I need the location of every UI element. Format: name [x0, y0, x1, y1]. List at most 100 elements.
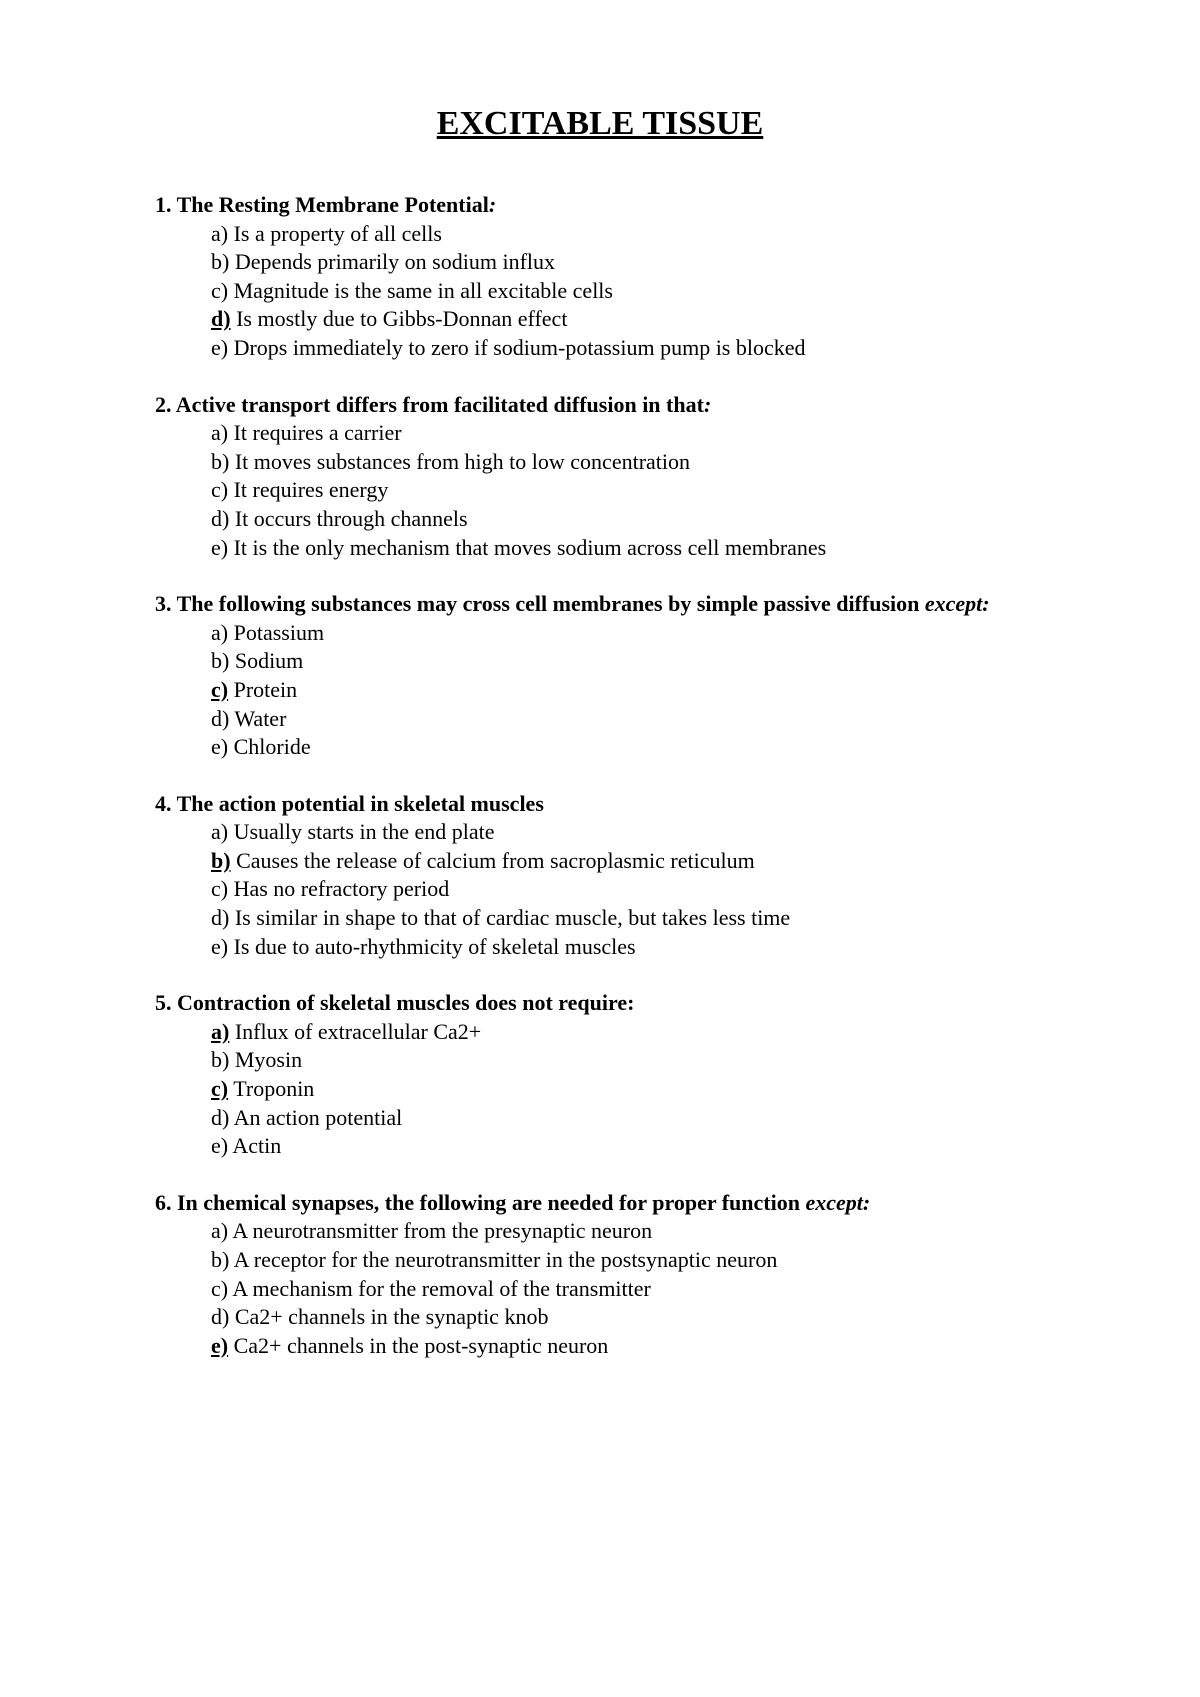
option-item: b) Depends primarily on sodium influx [211, 248, 1045, 277]
option-letter: e) [211, 734, 228, 759]
option-item: e) Drops immediately to zero if sodium-p… [211, 334, 1045, 363]
question-block: 1. The Resting Membrane Potential:a) Is … [155, 191, 1045, 363]
option-text: Is a property of all cells [228, 221, 442, 246]
option-item: b) Myosin [211, 1046, 1045, 1075]
question-suffix: except: [925, 591, 990, 616]
option-text: Influx of extracellular Ca2+ [229, 1019, 481, 1044]
option-item: d) Is mostly due to Gibbs-Donnan effect [211, 305, 1045, 334]
option-item: b) A receptor for the neurotransmitter i… [211, 1246, 1045, 1275]
option-letter: a) [211, 819, 228, 844]
option-letter: a) [211, 1019, 229, 1044]
option-letter: d) [211, 706, 229, 731]
option-item: c) Magnitude is the same in all excitabl… [211, 277, 1045, 306]
option-letter: c) [211, 1276, 228, 1301]
option-item: b) It moves substances from high to low … [211, 448, 1045, 477]
option-item: b) Causes the release of calcium from sa… [211, 847, 1045, 876]
option-letter: a) [211, 620, 228, 645]
question-stem: 1. The Resting Membrane Potential: [155, 191, 1045, 220]
page-title: EXCITABLE TISSUE [155, 105, 1045, 143]
option-text: It moves substances from high to low con… [229, 449, 690, 474]
option-text: Potassium [228, 620, 324, 645]
option-letter: e) [211, 1333, 228, 1358]
option-letter: d) [211, 506, 229, 531]
option-item: a) It requires a carrier [211, 419, 1045, 448]
option-letter: d) [211, 306, 231, 331]
option-item: d) It occurs through channels [211, 505, 1045, 534]
option-item: d) Ca2+ channels in the synaptic knob [211, 1303, 1045, 1332]
option-letter: c) [211, 278, 228, 303]
question-stem: 4. The action potential in skeletal musc… [155, 790, 1045, 819]
option-item: d) An action potential [211, 1104, 1045, 1133]
option-letter: a) [211, 1218, 228, 1243]
question-number: 5. [155, 990, 172, 1015]
option-item: d) Is similar in shape to that of cardia… [211, 904, 1045, 933]
question-block: 2. Active transport differs from facilit… [155, 391, 1045, 563]
option-letter: c) [211, 876, 228, 901]
option-text: A mechanism for the removal of the trans… [228, 1276, 651, 1301]
option-item: e) Actin [211, 1132, 1045, 1161]
option-text: A neurotransmitter from the presynaptic … [228, 1218, 652, 1243]
question-suffix: : [704, 392, 711, 417]
question-stem: 2. Active transport differs from facilit… [155, 391, 1045, 420]
option-text: Drops immediately to zero if sodium-pota… [228, 335, 805, 360]
option-text: Ca2+ channels in the synaptic knob [229, 1304, 548, 1329]
question-suffix: except: [805, 1190, 870, 1215]
option-letter: c) [211, 1076, 228, 1101]
option-item: a) Potassium [211, 619, 1045, 648]
option-item: c) It requires energy [211, 476, 1045, 505]
option-letter: e) [211, 1133, 228, 1158]
option-item: e) It is the only mechanism that moves s… [211, 534, 1045, 563]
option-text: Protein [228, 677, 297, 702]
option-text: Myosin [229, 1047, 302, 1072]
question-stem: 5. Contraction of skeletal muscles does … [155, 989, 1045, 1018]
options-list: a) Usually starts in the end plateb) Cau… [211, 818, 1045, 961]
option-text: Ca2+ channels in the post-synaptic neuro… [228, 1333, 608, 1358]
option-item: e) Chloride [211, 733, 1045, 762]
option-item: c) Has no refractory period [211, 875, 1045, 904]
question-block: 4. The action potential in skeletal musc… [155, 790, 1045, 962]
option-item: b) Sodium [211, 647, 1045, 676]
question-stem-text: In chemical synapses, the following are … [172, 1190, 806, 1215]
option-letter: b) [211, 648, 229, 673]
options-list: a) A neurotransmitter from the presynapt… [211, 1217, 1045, 1360]
option-text: Magnitude is the same in all excitable c… [228, 278, 613, 303]
option-text: An action potential [229, 1105, 402, 1130]
option-item: c) Protein [211, 676, 1045, 705]
question-number: 6. [155, 1190, 172, 1215]
option-letter: b) [211, 449, 229, 474]
option-item: a) Is a property of all cells [211, 220, 1045, 249]
option-letter: d) [211, 1105, 229, 1130]
option-text: Sodium [229, 648, 303, 673]
options-list: a) Potassiumb) Sodiumc) Proteind) Watere… [211, 619, 1045, 762]
question-number: 4. [155, 791, 172, 816]
option-letter: b) [211, 1047, 229, 1072]
option-item: d) Water [211, 705, 1045, 734]
option-item: c) A mechanism for the removal of the tr… [211, 1275, 1045, 1304]
question-number: 2. [155, 392, 172, 417]
question-stem-text: Contraction of skeletal muscles does not… [172, 990, 635, 1015]
option-letter: a) [211, 420, 228, 445]
questions-container: 1. The Resting Membrane Potential:a) Is … [155, 191, 1045, 1360]
option-letter: d) [211, 905, 229, 930]
option-text: It occurs through channels [229, 506, 467, 531]
question-suffix: : [489, 192, 496, 217]
option-letter: e) [211, 934, 228, 959]
question-block: 6. In chemical synapses, the following a… [155, 1189, 1045, 1361]
option-text: It requires a carrier [228, 420, 401, 445]
question-stem-text: The Resting Membrane Potential [172, 192, 489, 217]
option-letter: d) [211, 1304, 229, 1329]
question-stem-text: The action potential in skeletal muscles [172, 791, 544, 816]
option-text: Water [229, 706, 286, 731]
option-text: A receptor for the neurotransmitter in t… [229, 1247, 777, 1272]
option-text: Chloride [228, 734, 311, 759]
option-letter: b) [211, 249, 229, 274]
question-number: 3. [155, 591, 172, 616]
option-text: Usually starts in the end plate [228, 819, 494, 844]
option-item: a) Usually starts in the end plate [211, 818, 1045, 847]
option-letter: b) [211, 848, 231, 873]
option-text: Has no refractory period [228, 876, 449, 901]
options-list: a) Is a property of all cellsb) Depends … [211, 220, 1045, 363]
option-letter: a) [211, 221, 228, 246]
option-item: a) Influx of extracellular Ca2+ [211, 1018, 1045, 1047]
option-text: It is the only mechanism that moves sodi… [228, 535, 826, 560]
